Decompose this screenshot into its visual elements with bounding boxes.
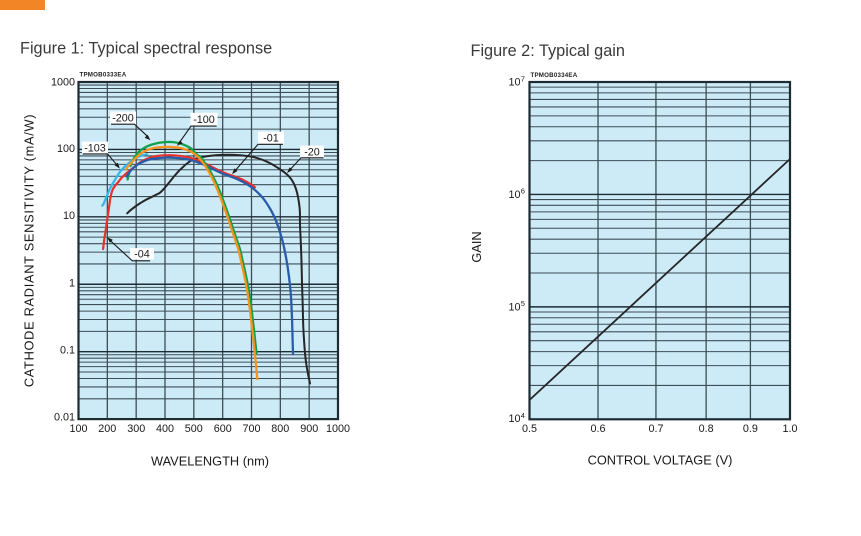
svg-text:700: 700 (242, 423, 260, 435)
svg-text:600: 600 (214, 423, 232, 435)
svg-text:10: 10 (508, 77, 520, 89)
svg-text:WAVELENGTH (nm): WAVELENGTH (nm) (151, 454, 269, 469)
svg-text:TPMOB0333EA: TPMOB0333EA (80, 72, 127, 79)
svg-text:4: 4 (521, 411, 525, 420)
svg-text:Figure 2: Typical gain: Figure 2: Typical gain (471, 42, 625, 60)
svg-text:300: 300 (127, 423, 145, 435)
svg-text:1: 1 (69, 278, 75, 290)
svg-text:0.9: 0.9 (743, 423, 758, 435)
svg-text:TPMOB0334EA: TPMOB0334EA (531, 72, 578, 79)
svg-text:100: 100 (57, 143, 75, 155)
svg-text:200: 200 (98, 423, 116, 435)
svg-text:-100: -100 (193, 114, 215, 126)
svg-text:-103: -103 (84, 142, 106, 154)
svg-text:0.6: 0.6 (590, 423, 605, 435)
svg-text:7: 7 (521, 74, 525, 83)
svg-text:-04: -04 (134, 248, 150, 260)
svg-text:CATHODE RADIANT SENSITIVITY (m: CATHODE RADIANT SENSITIVITY (mA/W) (22, 114, 37, 387)
svg-text:-200: -200 (112, 113, 134, 125)
svg-text:900: 900 (300, 423, 318, 435)
svg-text:1000: 1000 (326, 423, 350, 435)
svg-text:0.01: 0.01 (54, 412, 75, 424)
svg-text:Figure 1: Typical spectral res: Figure 1: Typical spectral response (20, 39, 272, 57)
svg-text:0.8: 0.8 (699, 423, 714, 435)
svg-text:-01: -01 (263, 132, 279, 144)
svg-text:800: 800 (271, 423, 289, 435)
svg-text:10: 10 (63, 210, 75, 222)
svg-text:10: 10 (508, 302, 520, 314)
svg-text:500: 500 (185, 423, 203, 435)
svg-text:400: 400 (156, 423, 174, 435)
svg-text:100: 100 (69, 423, 87, 435)
svg-text:6: 6 (521, 187, 525, 196)
svg-text:0.5: 0.5 (522, 423, 537, 435)
svg-text:CONTROL VOLTAGE (V): CONTROL VOLTAGE (V) (588, 453, 733, 468)
svg-text:GAIN: GAIN (469, 231, 484, 262)
svg-text:0.7: 0.7 (648, 423, 663, 435)
svg-text:10: 10 (508, 413, 520, 425)
svg-text:10: 10 (508, 189, 520, 201)
svg-text:1000: 1000 (51, 77, 75, 89)
svg-text:5: 5 (521, 299, 525, 308)
svg-text:0.1: 0.1 (60, 345, 75, 357)
svg-text:-20: -20 (304, 146, 320, 158)
svg-text:1.0: 1.0 (782, 423, 797, 435)
